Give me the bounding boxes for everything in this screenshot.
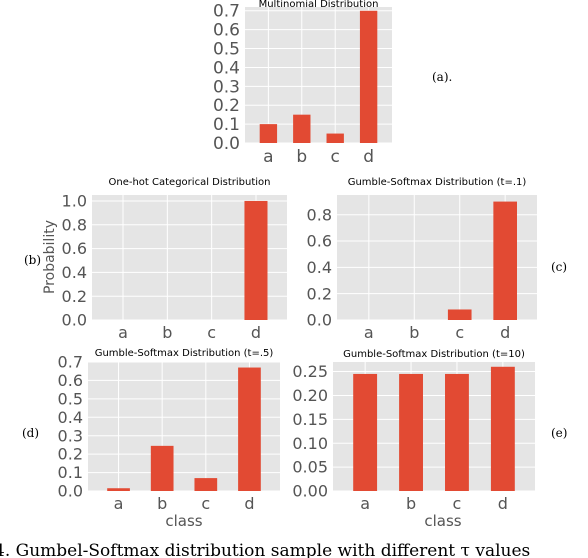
y-tick-label-4: 0.4 xyxy=(58,408,83,427)
x-tick-label-2: d xyxy=(251,323,261,342)
x-tick-label-2: b xyxy=(162,323,172,342)
y-tick-label-4: 0.2 xyxy=(58,445,83,464)
x-tick-label-5: a xyxy=(360,494,370,513)
y-tick-label-5: 0.25 xyxy=(292,362,328,381)
y-tick-label-4: 0.3 xyxy=(58,426,83,445)
y-tick-label-2: 0.0 xyxy=(62,311,87,330)
bar-5-c xyxy=(445,373,469,491)
y-tick-label-1: 0.5 xyxy=(213,40,240,60)
x-axis-label-5: class xyxy=(424,512,461,530)
x-tick-label-5: d xyxy=(498,494,508,513)
bar-1-a xyxy=(259,124,278,143)
x-tick-label-5: c xyxy=(453,494,462,513)
y-tick-label-2: 0.8 xyxy=(62,215,87,234)
bar-4-c xyxy=(194,478,218,491)
y-tick-label-4: 0.0 xyxy=(58,482,83,501)
bar-4-b xyxy=(150,445,174,491)
x-tick-label-4: d xyxy=(244,494,254,513)
y-tick-label-1: 0.1 xyxy=(213,115,240,135)
bar-4-a xyxy=(107,488,130,491)
x-tick-label-1: c xyxy=(331,147,340,167)
x-tick-label-4: b xyxy=(157,494,167,513)
y-tick-label-1: 0.0 xyxy=(213,134,240,154)
chart-title-5: Gumble-Softmax Distribution (t=10) xyxy=(343,349,525,360)
chart-title-3: Gumble-Softmax Distribution (t=.1) xyxy=(348,177,527,188)
bar-3-d xyxy=(493,201,517,320)
x-tick-label-3: d xyxy=(500,323,510,342)
y-tick-label-1: 0.7 xyxy=(213,2,240,22)
y-tick-label-1: 0.2 xyxy=(213,96,240,116)
x-tick-label-4: a xyxy=(114,494,124,513)
y-tick-label-1: 0.4 xyxy=(213,58,240,78)
y-tick-label-2: 0.4 xyxy=(62,263,87,282)
panel-label-2: (b) xyxy=(24,253,41,267)
bar-5-d xyxy=(490,366,515,491)
x-tick-label-3: a xyxy=(364,323,374,342)
bar-4-d xyxy=(238,367,261,491)
y-tick-label-3: 0.8 xyxy=(307,205,332,224)
x-tick-label-2: a xyxy=(118,323,128,342)
bar-2-d xyxy=(244,200,268,320)
y-tick-label-3: 0.6 xyxy=(307,232,332,251)
y-tick-label-5: 0.15 xyxy=(292,410,328,429)
x-tick-label-2: c xyxy=(207,323,216,342)
y-tick-label-2: 1.0 xyxy=(62,192,87,211)
y-tick-label-2: 0.2 xyxy=(62,287,87,306)
x-tick-label-3: c xyxy=(455,323,464,342)
y-axis-label-2: Probability xyxy=(42,220,58,294)
bar-1-d xyxy=(359,10,378,144)
y-tick-label-4: 0.6 xyxy=(58,371,83,390)
bar-5-b xyxy=(399,373,423,491)
x-tick-label-1: b xyxy=(296,147,307,167)
y-tick-label-3: 0.4 xyxy=(307,258,332,277)
panel-label-3: (c) xyxy=(551,260,567,274)
bar-3-c xyxy=(447,309,472,320)
bar-5-a xyxy=(353,373,378,491)
y-tick-label-4: 0.7 xyxy=(58,353,83,372)
panel-label-4: (d) xyxy=(22,426,39,440)
bar-1-c xyxy=(326,133,344,143)
y-tick-label-4: 0.1 xyxy=(58,463,83,482)
x-tick-label-3: b xyxy=(409,323,419,342)
x-tick-label-4: c xyxy=(201,494,210,513)
x-tick-label-1: d xyxy=(363,147,374,167)
y-tick-label-3: 0.2 xyxy=(307,284,332,303)
y-tick-label-1: 0.6 xyxy=(213,21,240,41)
chart-title-2: One-hot Categorical Distribution xyxy=(109,177,271,188)
y-tick-label-5: 0.10 xyxy=(292,434,328,453)
x-tick-label-5: b xyxy=(406,494,416,513)
y-tick-label-5: 0.05 xyxy=(292,458,328,477)
chart-title-4: Gumble-Softmax Distribution (t=.5) xyxy=(95,348,274,359)
y-tick-label-2: 0.6 xyxy=(62,239,87,258)
chart-title-1: Multinomial Distribution xyxy=(259,0,379,10)
x-tick-label-1: a xyxy=(263,147,273,167)
y-tick-label-5: 0.20 xyxy=(292,386,328,405)
y-tick-label-5: 0.00 xyxy=(292,482,328,501)
y-tick-label-4: 0.5 xyxy=(58,389,83,408)
x-axis-label-4: class xyxy=(165,512,202,530)
panel-label-1: (a). xyxy=(432,70,452,84)
figure-caption: 4. Gumbel-Softmax distribution sample wi… xyxy=(0,541,530,558)
panel-label-5: (e) xyxy=(551,426,567,440)
y-tick-label-1: 0.3 xyxy=(213,77,240,97)
y-tick-label-3: 0.0 xyxy=(307,311,332,330)
bar-1-b xyxy=(293,114,311,143)
